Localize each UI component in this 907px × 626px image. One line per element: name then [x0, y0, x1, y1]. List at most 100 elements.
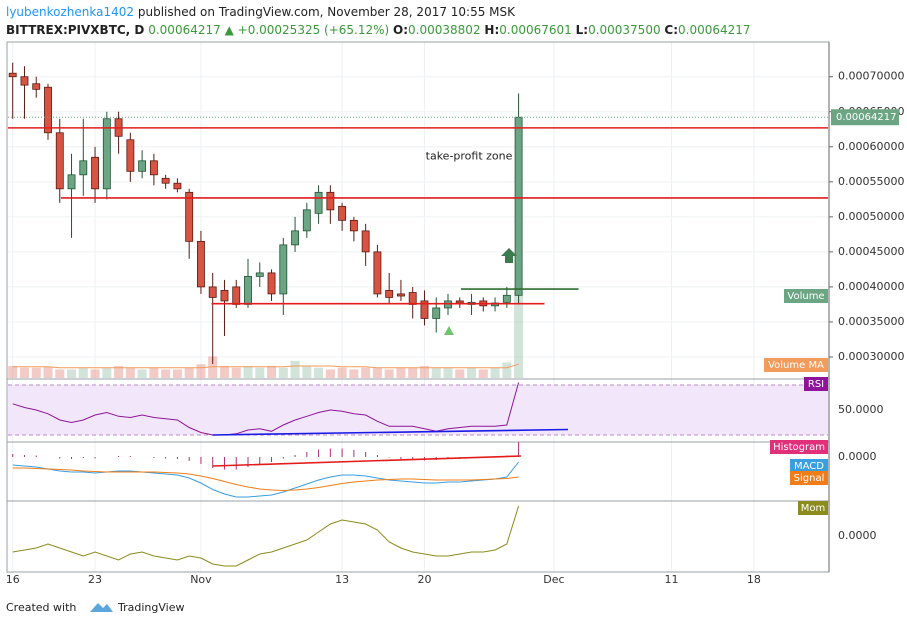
rsi-label: RSI — [808, 379, 824, 390]
volume-ma-tag — [764, 358, 828, 372]
volume-bar — [325, 369, 335, 378]
volume-bar — [90, 369, 100, 378]
candle-body — [20, 76, 29, 86]
ohlc-label: O: — [393, 23, 408, 37]
ohlc-value: 0.00037500 — [588, 23, 661, 37]
signal-label: Signal — [794, 473, 825, 484]
mom-line — [12, 505, 520, 567]
candle-body — [232, 286, 241, 305]
x-tick-label: 18 — [747, 573, 761, 586]
candle-body — [349, 219, 358, 232]
candle-body — [102, 118, 111, 190]
volume-bar — [219, 365, 229, 378]
footer-brand: TradingView — [117, 601, 184, 614]
candle-body — [67, 174, 76, 190]
volume-bar — [278, 367, 288, 378]
candle-body — [397, 293, 405, 297]
candle-body — [44, 86, 52, 134]
y-tick-label: 0.00050000 — [838, 210, 904, 223]
mom-label: Mom — [801, 503, 826, 514]
volume-bar — [396, 367, 406, 378]
ohlc-value: 0.00067601 — [499, 23, 572, 37]
candle-body — [149, 160, 158, 176]
candle-body — [502, 294, 511, 303]
candle-body — [279, 244, 288, 295]
volume-ma-line — [12, 363, 519, 369]
rsi-tag — [804, 377, 828, 391]
volume-bar — [478, 369, 488, 378]
y-tick-label: 0.00045000 — [838, 245, 904, 258]
y-tick-label: 0.00070000 — [838, 70, 904, 83]
volume-tag — [784, 289, 828, 303]
plot-area: take-profit zone — [7, 42, 829, 572]
volume-bar — [55, 369, 65, 378]
candle-body — [208, 286, 217, 298]
volume-bar — [372, 367, 382, 378]
rsi-trend-line — [212, 428, 569, 436]
candle-body — [173, 182, 182, 190]
x-tick-label: Dec — [543, 573, 564, 586]
signal-line — [12, 467, 519, 492]
candle-body — [8, 72, 17, 78]
volume-bar — [314, 367, 324, 378]
macd-line — [12, 461, 519, 498]
symbol-line: BITTREX:PIVXBTC, D 0.00064217 ▲ +0.00025… — [6, 23, 751, 37]
volume-bar — [290, 360, 300, 378]
volume-bar — [514, 292, 524, 378]
candle-body — [420, 300, 429, 319]
volume-bar — [31, 367, 41, 378]
candle-body — [126, 139, 135, 172]
volume-bar — [114, 365, 124, 378]
volume-bar — [431, 367, 441, 378]
y-tick-label: 0.00035000 — [838, 315, 904, 328]
volume-bar — [490, 367, 500, 378]
symbol: BITTREX:PIVXBTC, D — [6, 23, 144, 37]
volume-bar — [172, 369, 182, 378]
mom-tag — [798, 501, 828, 515]
macd-tag — [790, 459, 828, 473]
candle-body — [91, 156, 99, 190]
candle-body — [408, 292, 417, 305]
volume-label: Volume — [787, 291, 824, 302]
candle-body — [514, 116, 523, 296]
volume-bar — [502, 362, 512, 378]
published: published on TradingView.com, November 2… — [138, 5, 516, 19]
histogram-label: Histogram — [773, 442, 825, 453]
candle-body — [55, 132, 64, 190]
change: +0.00025325 (+65.12%) — [238, 23, 390, 37]
volume-bar — [408, 367, 418, 378]
x-tick-label: 11 — [665, 573, 679, 586]
logo — [90, 603, 113, 612]
volume-bar — [67, 369, 77, 378]
volume-bar — [267, 365, 277, 378]
ohlc-value: 0.00064217 — [678, 23, 751, 37]
volume-bar — [19, 367, 29, 378]
candle-body — [185, 191, 194, 242]
macd-label: MACD — [794, 461, 824, 472]
x-tick-label: 13 — [335, 573, 349, 586]
volume-bar — [349, 369, 359, 378]
arrow-up-icon — [501, 248, 517, 263]
x-tick-label: 23 — [88, 573, 102, 586]
mom-tick-label: 0.0000 — [838, 529, 877, 542]
y-tick-label: 0.00055000 — [838, 175, 904, 188]
volume-bar — [161, 369, 171, 378]
y-tick-label: 0.00060000 — [838, 140, 904, 153]
volume-bar — [455, 369, 465, 378]
x-tick-label: 20 — [417, 573, 431, 586]
volume-bar — [255, 367, 265, 378]
volume-bar — [102, 367, 112, 378]
candle-body — [244, 276, 252, 305]
last-price-tag — [831, 109, 899, 126]
candle-body — [291, 230, 299, 246]
candle-body — [385, 290, 394, 298]
candle-body — [220, 290, 229, 302]
volume-bar — [302, 365, 312, 378]
price: 0.00064217 — [148, 23, 221, 37]
candle-body — [373, 251, 382, 295]
volume-bar — [443, 367, 453, 378]
volume-bar — [125, 367, 135, 378]
candle-body — [161, 177, 170, 184]
